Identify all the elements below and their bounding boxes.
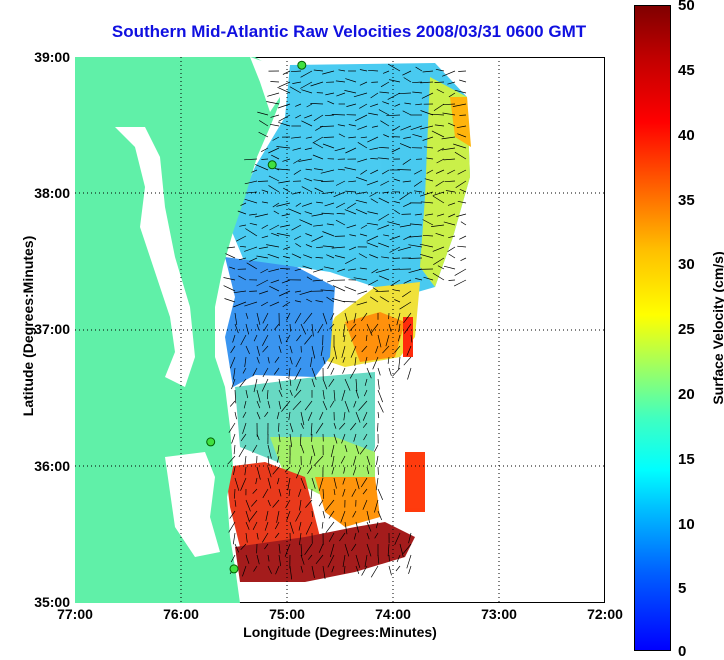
velocity-arrow: [378, 379, 379, 390]
station-marker: [207, 438, 215, 446]
colorbar-tick: 10: [678, 516, 695, 533]
x-tick-label: 73:00: [469, 606, 529, 622]
x-tick-label: 76:00: [151, 606, 211, 622]
velocity-arrow: [398, 170, 412, 171]
velocity-arrow: [233, 533, 235, 544]
velocity-arrow: [319, 500, 323, 506]
velocity-arrow: [461, 258, 467, 261]
y-tick-label: 38:00: [20, 185, 70, 201]
colorbar-tick: 45: [678, 62, 695, 79]
colorbar-tick: 0: [678, 643, 686, 660]
colorbar-tick: 5: [678, 580, 686, 597]
velocity-arrow: [371, 566, 378, 577]
velocity-arrow: [459, 236, 466, 239]
field-south-orange: [315, 477, 380, 527]
velocity-arrow: [378, 423, 379, 432]
chart-title: Southern Mid-Atlantic Raw Velocities 200…: [64, 22, 634, 42]
velocity-arrow: [280, 269, 290, 270]
velocity-arrow: [389, 368, 391, 376]
colorbar-tick: 25: [678, 321, 695, 338]
velocity-arrow: [396, 566, 400, 571]
velocity-arrow: [225, 299, 236, 303]
velocity-arrow: [343, 368, 346, 374]
velocity-arrow: [409, 258, 423, 259]
velocity-arrow: [454, 280, 466, 286]
velocity-arrow: [270, 82, 279, 83]
y-tick-label: 39:00: [20, 49, 70, 65]
velocity-arrow: [229, 522, 235, 532]
colorbar-tick: 20: [678, 386, 695, 403]
velocity-arrow: [332, 299, 345, 303]
velocity-arrow: [376, 456, 378, 465]
colorbar-tick: 35: [678, 192, 695, 209]
velocity-arrow: [235, 412, 237, 419]
velocity-arrow: [270, 124, 279, 126]
velocity-arrow: [449, 254, 455, 258]
velocity-arrow: [345, 287, 356, 291]
velocity-map: [75, 57, 605, 603]
x-tick-label: 74:00: [363, 606, 423, 622]
velocity-arrow: [326, 522, 334, 533]
velocity-arrow: [378, 368, 380, 375]
velocity-arrow: [324, 137, 334, 138]
field-offshore-patch: [405, 452, 425, 512]
colorbar-tick: 40: [678, 127, 695, 144]
velocity-arrow: [357, 291, 367, 294]
velocity-arrow: [455, 269, 466, 276]
velocity-arrow: [392, 368, 400, 376]
velocity-arrow: [389, 566, 392, 575]
colorbar-tick: 50: [678, 0, 695, 14]
velocity-arrow: [230, 401, 235, 407]
velocity-arrow: [408, 368, 412, 380]
velocity-arrow: [404, 357, 411, 365]
velocity-arrow: [232, 434, 235, 444]
y-axis-label: Latitude (Degrees:Minutes): [20, 216, 36, 436]
velocity-arrow: [444, 266, 455, 269]
colorbar-tick: 15: [678, 451, 695, 468]
velocity-arrow: [323, 511, 325, 518]
velocity-arrow: [458, 71, 466, 72]
field-west: [225, 257, 335, 387]
station-marker: [268, 161, 276, 169]
velocity-arrow: [457, 246, 466, 247]
velocity-arrow: [407, 555, 411, 568]
velocity-arrow: [409, 566, 412, 574]
station-marker: [230, 565, 238, 573]
y-tick-label: 36:00: [20, 458, 70, 474]
velocity-arrow: [459, 80, 466, 82]
velocity-arrow: [283, 71, 290, 75]
x-axis-label: Longitude (Degrees:Minutes): [75, 624, 605, 640]
velocity-arrow: [393, 269, 400, 270]
velocity-arrow: [234, 445, 235, 454]
colorbar-label: Surface Velocity (cm/s): [710, 228, 724, 428]
velocity-arrow: [258, 181, 268, 182]
velocity-arrow: [378, 401, 383, 413]
velocity-arrow: [343, 301, 356, 302]
velocity-arrow: [399, 357, 400, 369]
velocity-arrow: [261, 159, 268, 160]
velocity-arrow: [378, 412, 379, 418]
velocity-arrow: [311, 489, 312, 499]
velocity-arrow: [461, 222, 466, 225]
velocity-arrow: [331, 368, 334, 375]
velocity-arrow: [449, 280, 456, 281]
velocity-arrow: [327, 280, 334, 282]
x-tick-label: 77:00: [45, 606, 105, 622]
colorbar-tick: 30: [678, 256, 695, 273]
velocity-arrow: [378, 390, 383, 402]
colorbar: [634, 5, 671, 651]
velocity-arrow: [376, 478, 378, 490]
velocity-arrow: [245, 456, 246, 465]
x-tick-label: 75:00: [257, 606, 317, 622]
velocity-arrow: [322, 522, 323, 529]
velocity-arrow: [393, 258, 400, 259]
station-marker: [298, 61, 306, 69]
velocity-arrow: [459, 115, 466, 116]
x-tick-label: 72:00: [575, 606, 635, 622]
velocity-arrow: [378, 489, 383, 500]
